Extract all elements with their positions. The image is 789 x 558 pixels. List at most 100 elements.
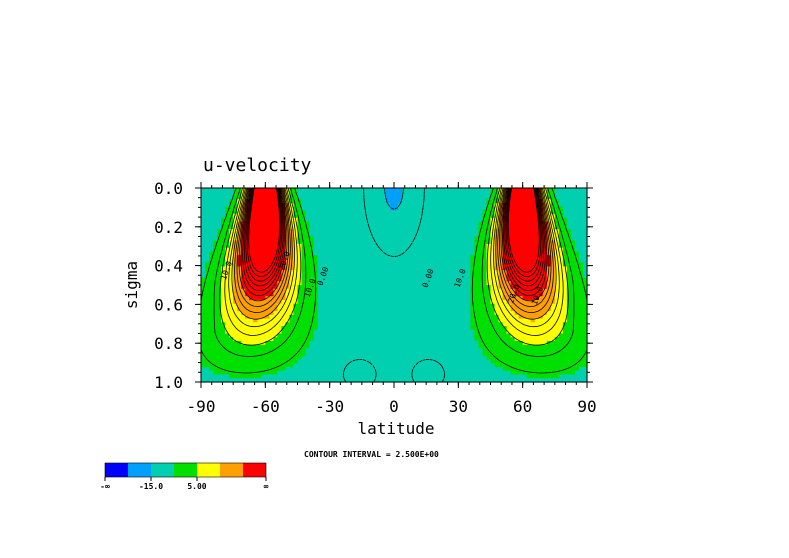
contour-fill-cell bbox=[365, 251, 371, 256]
contour-fill-cell bbox=[442, 243, 447, 249]
contour-fill-cell bbox=[558, 281, 564, 286]
contour-fill-cell bbox=[558, 292, 564, 297]
contour-fill-cell bbox=[526, 367, 532, 372]
contour-fill-cell bbox=[550, 303, 556, 308]
contour-fill-cell bbox=[337, 217, 343, 223]
contour-fill-cell bbox=[341, 266, 347, 271]
contour-fill-cell bbox=[313, 370, 319, 376]
contour-fill-cell bbox=[225, 322, 230, 327]
contour-fill-cell bbox=[454, 337, 459, 342]
contour-fill-cell bbox=[418, 333, 423, 338]
contour-fill-cell bbox=[454, 348, 459, 353]
contour-fill-cell bbox=[377, 285, 383, 290]
contour-fill-cell bbox=[458, 240, 463, 245]
contour-fill-cell bbox=[345, 188, 351, 193]
contour-fill-cell bbox=[325, 359, 331, 364]
contour-fill-cell bbox=[458, 374, 463, 379]
contour-fill-cell bbox=[434, 255, 439, 260]
contour-fill-cell bbox=[526, 314, 532, 320]
contour-fill-cell bbox=[369, 210, 375, 215]
contour-fill-cell bbox=[241, 337, 246, 342]
contour-fill-cell bbox=[486, 355, 492, 361]
contour-fill-cell bbox=[269, 221, 274, 226]
contour-fill-cell bbox=[209, 348, 214, 353]
contour-fill-cell bbox=[554, 344, 560, 350]
contour-fill-cell bbox=[289, 303, 295, 308]
contour-fill-cell bbox=[377, 217, 383, 223]
contour-fill-cell bbox=[550, 285, 556, 290]
contour-fill-cell bbox=[558, 285, 564, 290]
contour-fill-cell bbox=[389, 266, 395, 271]
contour-fill-cell bbox=[514, 288, 520, 294]
contour-line bbox=[213, 187, 575, 357]
contour-fill-cell bbox=[225, 370, 230, 376]
contour-fill-cell bbox=[257, 322, 262, 327]
contour-fill-cell bbox=[426, 270, 431, 275]
contour-fill-cell bbox=[506, 285, 512, 290]
contour-fill-cell bbox=[554, 311, 560, 316]
contour-fill-cell bbox=[542, 296, 548, 301]
contour-fill-cell bbox=[574, 262, 580, 267]
contour-fill-cell bbox=[265, 199, 270, 204]
contour-fill-cell bbox=[550, 195, 556, 200]
contour-fill-cell bbox=[313, 340, 319, 346]
contour-fill-cell bbox=[538, 303, 544, 308]
contour-fill-cell bbox=[414, 285, 419, 290]
contour-fill-cell bbox=[506, 299, 512, 305]
contour-fill-cell bbox=[518, 273, 524, 279]
contour-fill-cell bbox=[249, 251, 254, 256]
contour-fill-cell bbox=[269, 225, 274, 230]
contour-fill-cell bbox=[289, 229, 295, 234]
contour-fill-cell bbox=[518, 188, 524, 193]
contour-fill-cell bbox=[329, 352, 335, 357]
contour-fill-cell bbox=[201, 359, 206, 364]
contour-fill-cell bbox=[273, 337, 278, 342]
contour-fill-cell bbox=[530, 217, 536, 223]
contour-fill-cell bbox=[394, 374, 399, 379]
contour-fill-cell bbox=[414, 202, 419, 208]
contour-fill-cell bbox=[498, 303, 504, 308]
contour-fill-cell bbox=[321, 199, 327, 204]
contour-fill-cell bbox=[442, 202, 447, 208]
contour-fill-cell bbox=[293, 292, 299, 297]
contour-fill-cell bbox=[494, 318, 500, 323]
contour-fill-cell bbox=[309, 217, 315, 223]
contour-fill-cell bbox=[454, 318, 459, 323]
contour-fill-cell bbox=[526, 236, 532, 241]
contour-fill-cell bbox=[546, 363, 552, 368]
contour-fill-cell bbox=[245, 340, 250, 346]
contour-fill-cell bbox=[406, 273, 411, 279]
contour-fill-cell bbox=[325, 191, 331, 197]
contour-fill-cell bbox=[422, 285, 427, 290]
contour-fill-cell bbox=[297, 333, 303, 338]
contour-fill-cell bbox=[325, 348, 331, 353]
contour-fill-cell bbox=[510, 210, 516, 215]
contour-fill-cell bbox=[213, 270, 218, 275]
contour-fill-cell bbox=[253, 340, 258, 346]
contour-fill-cell bbox=[341, 221, 347, 226]
contour-fill-cell bbox=[241, 344, 246, 350]
contour-fill-cell bbox=[269, 374, 274, 379]
contour-fill-cell bbox=[293, 206, 299, 211]
contour-fill-cell bbox=[426, 378, 431, 383]
contour-fill-cell bbox=[381, 329, 387, 335]
contour-fill-cell bbox=[201, 247, 206, 253]
contour-fill-cell bbox=[546, 299, 552, 305]
contour-fill-cell bbox=[406, 225, 411, 230]
contour-fill-cell bbox=[321, 288, 327, 294]
contour-fill-cell bbox=[502, 243, 508, 249]
contour-fill-cell bbox=[201, 322, 206, 327]
contour-fill-cell bbox=[349, 363, 355, 368]
contour-fill-cell bbox=[394, 229, 399, 234]
contour-fill-cell bbox=[381, 266, 387, 271]
contour-fill-cell bbox=[353, 225, 359, 230]
contour-fill-cell bbox=[518, 210, 524, 215]
contour-fill-cell bbox=[522, 363, 528, 368]
contour-fill-cell bbox=[486, 370, 492, 376]
contour-fill-cell bbox=[470, 307, 476, 312]
contour-fill-cell bbox=[458, 333, 463, 338]
contour-fill-cell bbox=[329, 378, 335, 383]
contour-fill-cell bbox=[458, 311, 463, 316]
contour-fill-cell bbox=[422, 243, 427, 249]
contour-fill-cell bbox=[398, 191, 403, 197]
